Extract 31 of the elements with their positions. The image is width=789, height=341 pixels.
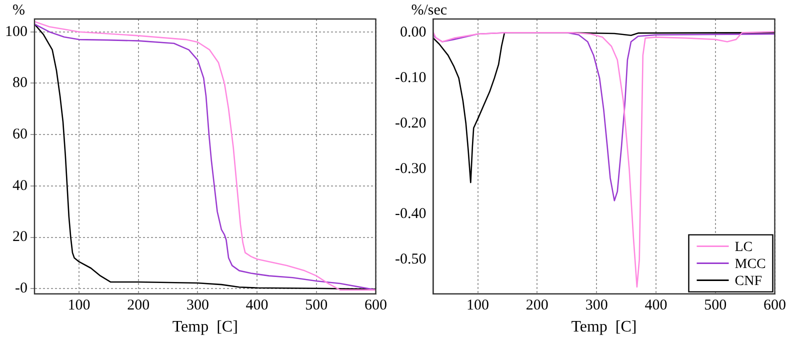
x-tick-label: 300: [186, 298, 209, 314]
x-axis-title: Temp [C]: [571, 318, 637, 336]
x-tick-label: 500: [305, 298, 328, 314]
y-tick-label: -0.10: [394, 70, 426, 86]
x-tick-label: 100: [68, 298, 90, 314]
x-tick-label: 500: [704, 298, 727, 314]
legend-label: LC: [734, 240, 753, 255]
x-tick-label: 100: [466, 298, 490, 314]
y-tick-label: 60: [12, 126, 28, 143]
y-tick-label: -0.50: [394, 252, 426, 268]
y-tick-label: 40: [12, 178, 28, 194]
legend-label: MCC: [734, 256, 766, 272]
y-axis-title: %: [12, 2, 25, 18]
x-tick-label: 400: [246, 298, 268, 314]
y-tick-label: 100: [5, 24, 28, 40]
x-tick-label: 600: [364, 298, 387, 314]
x-axis-title: Temp [C]: [172, 318, 238, 336]
legend-label: CNF: [734, 274, 762, 289]
y-tick-label: -0: [15, 280, 28, 297]
x-tick-label: 300: [585, 298, 608, 314]
y-tick-label: -0.20: [394, 115, 426, 132]
y-tick-label: 0.00: [400, 24, 426, 41]
x-tick-label: 400: [644, 298, 668, 314]
y-tick-label: -0.30: [394, 160, 426, 177]
x-tick-label: 600: [764, 298, 786, 314]
y-tick-label: 80: [12, 75, 28, 92]
x-tick-label: 200: [127, 298, 150, 314]
y-axis-title: %/sec: [411, 2, 448, 18]
x-tick-label: 200: [526, 298, 548, 314]
y-tick-label: 20: [12, 229, 28, 246]
y-tick-label: -0.40: [394, 206, 426, 222]
